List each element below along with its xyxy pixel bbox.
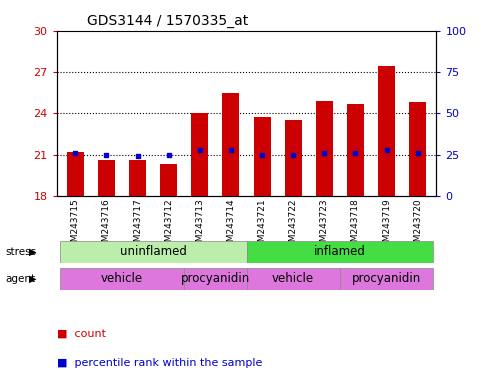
Bar <box>160 164 177 196</box>
Bar <box>316 101 333 196</box>
Bar <box>246 241 433 263</box>
Bar <box>184 268 246 290</box>
Text: vehicle: vehicle <box>101 272 143 285</box>
Text: procyanidin: procyanidin <box>181 272 250 285</box>
Text: ▶: ▶ <box>29 274 36 284</box>
Bar <box>191 113 209 196</box>
Bar <box>98 160 115 196</box>
Bar <box>284 120 302 196</box>
Bar <box>60 241 246 263</box>
Text: ■  count: ■ count <box>57 329 106 339</box>
Text: procyanidin: procyanidin <box>352 272 421 285</box>
Bar <box>409 102 426 196</box>
Text: ■  percentile rank within the sample: ■ percentile rank within the sample <box>57 358 262 368</box>
Bar <box>129 160 146 196</box>
Bar <box>60 268 184 290</box>
Bar <box>222 93 240 196</box>
Bar <box>378 66 395 196</box>
Text: stress: stress <box>5 247 36 257</box>
Bar <box>347 104 364 196</box>
Text: agent: agent <box>5 274 35 284</box>
Bar <box>253 118 271 196</box>
Text: GDS3144 / 1570335_at: GDS3144 / 1570335_at <box>87 14 248 28</box>
Bar <box>340 268 433 290</box>
Bar <box>246 268 340 290</box>
Text: uninflamed: uninflamed <box>120 245 186 258</box>
Text: vehicle: vehicle <box>272 272 314 285</box>
Text: ▶: ▶ <box>29 247 36 257</box>
Bar <box>67 152 84 196</box>
Text: inflamed: inflamed <box>314 245 366 258</box>
